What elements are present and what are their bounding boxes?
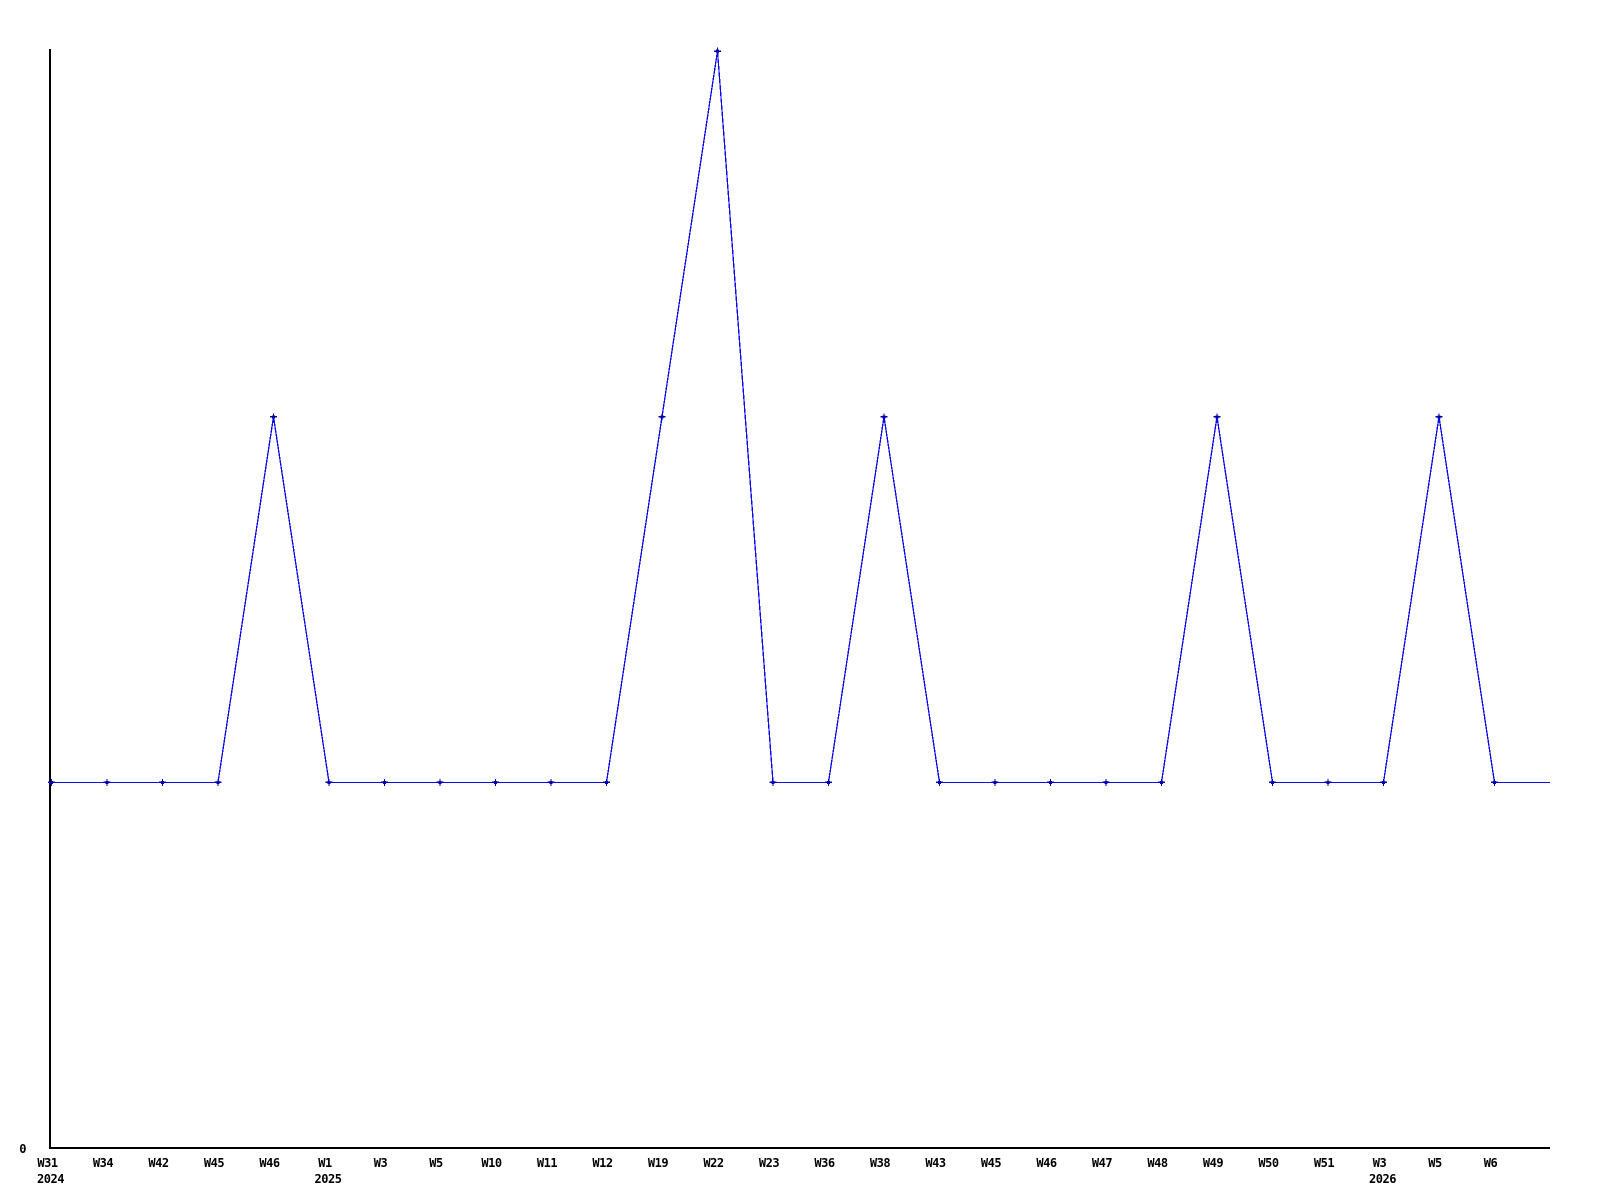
x-tick-label: W51: [1314, 1156, 1334, 1170]
x-tick-label: W22: [703, 1156, 723, 1170]
data-point-marker-core: [1382, 780, 1385, 784]
x-tick-year-label: 2024: [37, 1172, 64, 1186]
data-point-marker-core: [105, 780, 109, 784]
data-point-marker-core: [660, 415, 664, 419]
data-point-marker-core: [716, 49, 719, 53]
data-point-marker-core: [1326, 780, 1330, 784]
x-tick-year-label: 2026: [1369, 1172, 1396, 1186]
data-point-marker-core: [1104, 780, 1108, 784]
data-point-marker-core: [993, 780, 997, 784]
data-point-marker-core: [1437, 415, 1441, 419]
x-tick-year-label: 2025: [315, 1172, 342, 1186]
x-tick-label: W12: [592, 1156, 612, 1170]
x-tick-label: W50: [1258, 1156, 1278, 1170]
x-tick-label: W23: [759, 1156, 779, 1170]
data-point-marker-core: [327, 780, 331, 784]
data-point-marker-core: [272, 415, 275, 419]
x-tick-label: W38: [870, 1156, 890, 1170]
data-point-marker-core: [1271, 780, 1274, 784]
data-point-marker-core: [216, 780, 220, 784]
data-point-marker-core: [549, 780, 553, 784]
data-point-marker-core: [438, 780, 442, 784]
data-point-marker-core: [1493, 780, 1496, 784]
data-point-marker-core: [882, 415, 886, 419]
x-tick-label: W46: [1036, 1156, 1056, 1170]
x-tick-label: W3: [374, 1156, 388, 1170]
data-point-marker-core: [1215, 415, 1219, 419]
x-tick-label: W3: [1373, 1156, 1387, 1170]
data-point-marker-core: [161, 780, 164, 784]
y-axis-zero-label: 0: [19, 1142, 26, 1156]
x-tick-label: W5: [1428, 1156, 1442, 1170]
data-point-marker-core: [1049, 780, 1052, 784]
data-point-marker-core: [494, 780, 497, 784]
x-tick-label: W36: [814, 1156, 834, 1170]
data-point-marker-core: [827, 780, 830, 784]
x-tick-label: W42: [148, 1156, 168, 1170]
x-tick-label: W34: [93, 1156, 113, 1170]
data-point-marker-core: [771, 780, 775, 784]
data-point-marker-core: [383, 780, 386, 784]
x-tick-label: W49: [1203, 1156, 1223, 1170]
x-tick-label: W6: [1484, 1156, 1498, 1170]
x-tick-label: W31: [37, 1156, 57, 1170]
x-tick-label: W5: [429, 1156, 443, 1170]
data-polyline: [51, 51, 1550, 784]
x-tick-label: W46: [259, 1156, 279, 1170]
x-tick-label: W19: [648, 1156, 668, 1170]
x-tick-label: W48: [1147, 1156, 1167, 1170]
data-point-marker-core: [605, 780, 608, 784]
data-point-marker-core: [50, 780, 53, 784]
data-point-marker-core: [938, 780, 941, 784]
x-tick-label: W11: [537, 1156, 557, 1170]
x-tick-label: W10: [481, 1156, 501, 1170]
data-point-marker-core: [1160, 780, 1163, 784]
x-tick-label: W45: [981, 1156, 1001, 1170]
x-tick-label: W1: [318, 1156, 332, 1170]
x-tick-label: W47: [1092, 1156, 1112, 1170]
x-tick-label: W45: [204, 1156, 224, 1170]
x-tick-label: W43: [925, 1156, 945, 1170]
